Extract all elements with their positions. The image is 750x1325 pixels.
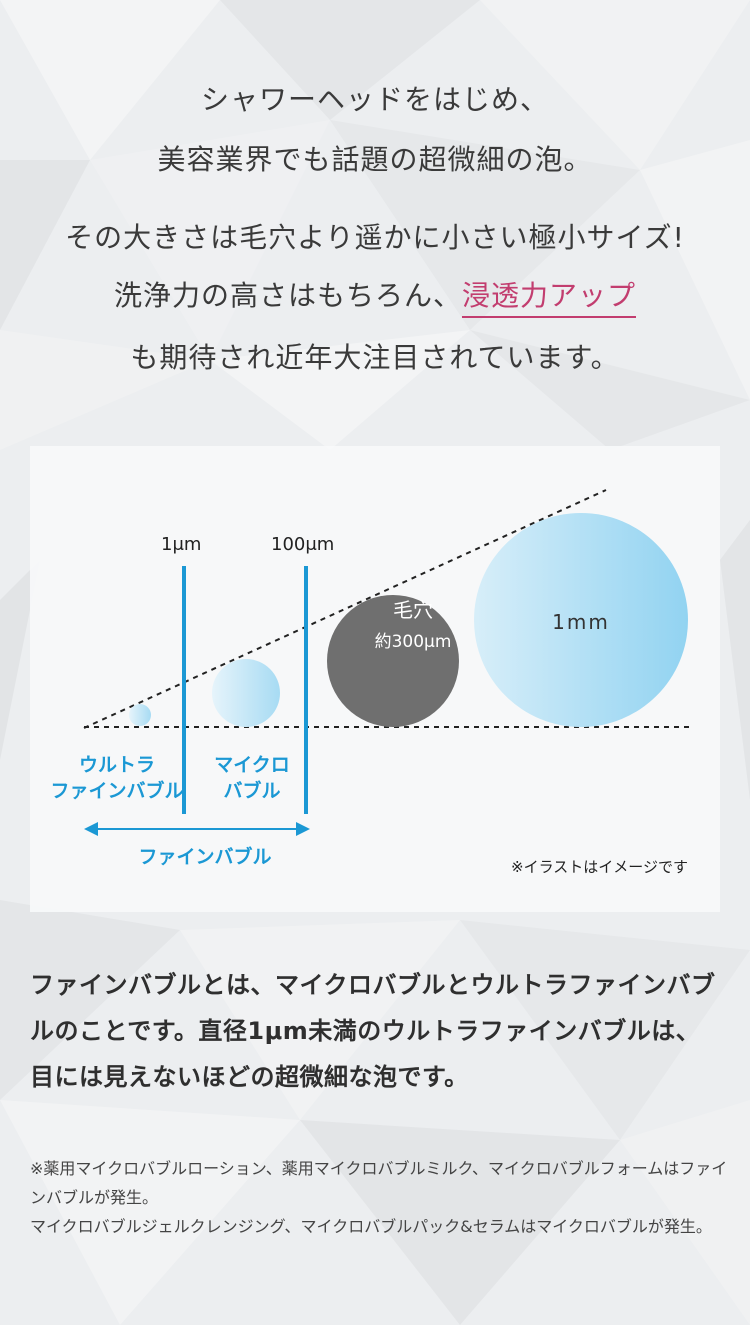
intro-line-4: 洗浄力の高さはもちろん、浸透力アップ xyxy=(0,274,750,318)
range-arrow-left xyxy=(84,822,98,836)
footnote-line-1: ※薬用マイクロバブルローション、薬用マイクロバブルミルク、マイクロバブルフォーム… xyxy=(30,1159,728,1207)
penetration-up-highlight: 浸透力アップ xyxy=(462,279,637,318)
intro-line-1: シャワーヘッドをはじめ、 xyxy=(200,83,549,116)
micro-label-line-2: バブル xyxy=(223,780,281,802)
ultrafine-bubble xyxy=(129,704,151,726)
pore-circle xyxy=(327,595,459,727)
millimeter-bubble xyxy=(474,513,688,727)
intro-line-3: その大きさは毛穴より遥かに小さい極小サイズ! xyxy=(65,221,685,254)
scale-label-100um: 100μm xyxy=(271,534,335,555)
pore-label: 毛穴 約300μm xyxy=(328,594,498,652)
bubble-size-diagram: 1μm 100μm ウルトラ ファインバブル マイクロ バブル 毛穴 約300μ… xyxy=(30,446,720,912)
intro-line-5: も期待され近年大注目されています。 xyxy=(130,341,620,374)
micro-bubble xyxy=(212,659,280,727)
ultrafine-label-line-1: ウルトラ xyxy=(78,754,155,776)
millimeter-label: 1mm xyxy=(552,610,610,634)
footnote: ※薬用マイクロバブルローション、薬用マイクロバブルミルク、マイクロバブルフォーム… xyxy=(30,1154,730,1241)
scale-label-1um: 1μm xyxy=(161,534,202,555)
ultrafine-bubble-label: ウルトラ ファインバブル xyxy=(44,752,190,804)
pore-label-name: 毛穴 xyxy=(393,598,433,622)
ultrafine-label-line-2: ファインバブル xyxy=(50,780,184,802)
range-arrow-right xyxy=(296,822,310,836)
micro-label-line-1: マイクロ xyxy=(214,754,290,776)
diagram-graphics xyxy=(83,489,690,836)
fine-bubble-label: ファインバブル xyxy=(138,846,272,868)
footnote-line-2: マイクロバブルジェルクレンジング、マイクロバブルパック&セラムはマイクロバブルが… xyxy=(30,1217,712,1236)
fine-bubble-description: ファインバブルとは、マイクロバブルとウルトラファインバブルのことです。直径1μm… xyxy=(30,971,716,1091)
intro-line-4-prefix: 洗浄力の高さはもちろん、 xyxy=(113,279,462,312)
micro-bubble-label: マイクロ バブル xyxy=(196,752,308,804)
intro-line-2: 美容業界でも話題の超微細の泡。 xyxy=(157,143,593,176)
illustration-note: ※イラストはイメージです xyxy=(511,858,688,876)
pore-label-size: 約300μm xyxy=(374,632,452,652)
